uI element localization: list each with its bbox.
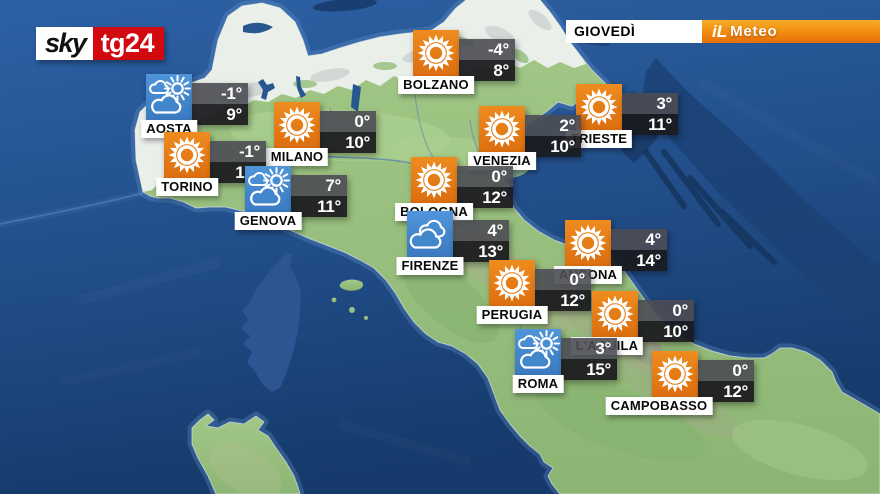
temperature-box: 3° 15° — [561, 338, 617, 380]
weather-widget-roma: 3° 15° ROMA — [512, 329, 617, 393]
sun-icon — [411, 157, 457, 203]
temp-min: -1° — [210, 141, 266, 162]
temp-max: 12° — [457, 187, 513, 208]
sun-icon — [592, 291, 638, 337]
sun-icon — [565, 220, 611, 266]
city-name-label: TRIESTE — [565, 130, 633, 148]
temp-min: -1° — [192, 83, 248, 104]
temp-min: 0° — [638, 300, 694, 321]
temperature-box: 0° 12° — [457, 166, 513, 208]
temperature-box: 4° 14° — [611, 229, 667, 271]
temperature-box: 0° 12° — [535, 269, 591, 311]
temp-min: 0° — [320, 111, 376, 132]
temp-max: 13° — [453, 241, 509, 262]
weather-widget-bologna: 0° 12° BOLOGNA — [395, 157, 513, 221]
temp-max: 11° — [291, 196, 347, 217]
weather-widget-firenze: 4° 13° FIRENZE — [396, 211, 509, 275]
temp-max: 10° — [525, 136, 581, 157]
temp-max: 10° — [638, 321, 694, 342]
sun-icon — [164, 132, 210, 178]
temperature-box: 3° 11° — [622, 93, 678, 135]
corsica-shape — [241, 252, 301, 392]
sky-tg24-logo: sky tg24 — [36, 27, 165, 60]
temp-max: 14° — [611, 250, 667, 271]
temp-min: 4° — [611, 229, 667, 250]
temp-min: -4° — [459, 39, 515, 60]
ilmeteo-logo-il: iL — [712, 21, 728, 41]
city-name-label: PERUGIA — [476, 306, 548, 324]
sun-icon — [274, 102, 320, 148]
temp-min: 4° — [453, 220, 509, 241]
sea-texture — [0, 189, 144, 228]
city-name-label: VENEZIA — [468, 152, 536, 170]
sun-behind-clouds-icon — [515, 329, 561, 375]
city-name-label: ROMA — [512, 375, 564, 393]
ilmeteo-logo-bar: iL Meteo — [702, 20, 880, 43]
temperature-box: -1° 9° — [192, 83, 248, 125]
weather-widget-torino: -1° 10° TORINO — [156, 132, 266, 196]
city-name-label: GENOVA — [234, 212, 302, 230]
temp-min: 2° — [525, 115, 581, 136]
temperature-box: 4° 13° — [453, 220, 509, 262]
temp-max: 11° — [622, 114, 678, 135]
weather-widget-milano: 0° 10° MILANO — [265, 102, 376, 166]
sun-icon — [479, 106, 525, 152]
weather-widget-genova: 7° 11° GENOVA — [234, 166, 347, 230]
sun-behind-clouds-icon — [245, 166, 291, 212]
croatian-islands — [643, 149, 777, 265]
temp-min: 3° — [561, 338, 617, 359]
sardinia-shape — [191, 413, 301, 494]
clouds-icon — [407, 211, 453, 257]
sun-icon — [413, 30, 459, 76]
temp-max: 12° — [535, 290, 591, 311]
weather-widget-campobasso: 0° 12° CAMPOBASSO — [605, 351, 754, 415]
temp-max: 9° — [192, 104, 248, 125]
temp-max: 15° — [561, 359, 617, 380]
city-name-label: BOLZANO — [398, 76, 474, 94]
temperature-box: 0° 10° — [320, 111, 376, 153]
temperature-box: 7° 11° — [291, 175, 347, 217]
temp-max: 12° — [698, 381, 754, 402]
temp-min: 7° — [291, 175, 347, 196]
tuscan-islands — [331, 279, 368, 320]
balkans-shape — [642, 58, 880, 345]
tg24-logo-text: tg24 — [92, 27, 165, 60]
weather-widget-aosta: -1° 9° AOSTA — [141, 74, 248, 138]
dark-land-silhouettes — [241, 0, 880, 392]
city-name-label: TORINO — [156, 178, 218, 196]
temp-min: 0° — [457, 166, 513, 187]
temperature-box: 2° 10° — [525, 115, 581, 157]
temp-min: 0° — [535, 269, 591, 290]
sun-icon — [652, 351, 698, 397]
temperature-box: 0° 12° — [698, 360, 754, 402]
city-name-label: MILANO — [265, 148, 329, 166]
alpine-lakes — [243, 22, 361, 112]
weather-widget-venezia: 2° 10° VENEZIA — [468, 106, 581, 170]
weather-widget-bolzano: -4° 8° BOLZANO — [398, 30, 515, 94]
day-label: GIOVEDÌ — [566, 20, 702, 43]
temp-max: 10° — [320, 132, 376, 153]
city-name-label: FIRENZE — [396, 257, 464, 275]
temp-min: 0° — [698, 360, 754, 381]
sun-behind-clouds-icon — [146, 74, 192, 120]
temp-max: 8° — [459, 60, 515, 81]
weather-widget-perugia: 0° 12° PERUGIA — [476, 260, 591, 324]
temperature-box: -4° 8° — [459, 39, 515, 81]
city-name-label: CAMPOBASSO — [605, 397, 713, 415]
sun-icon — [489, 260, 535, 306]
sun-icon — [576, 84, 622, 130]
weather-widget-trieste: 3° 11° TRIESTE — [565, 84, 678, 148]
sky-logo-text: sky — [36, 27, 93, 60]
temp-min: 3° — [622, 93, 678, 114]
temperature-box: 0° 10° — [638, 300, 694, 342]
ilmeteo-logo-meteo: Meteo — [730, 23, 778, 40]
